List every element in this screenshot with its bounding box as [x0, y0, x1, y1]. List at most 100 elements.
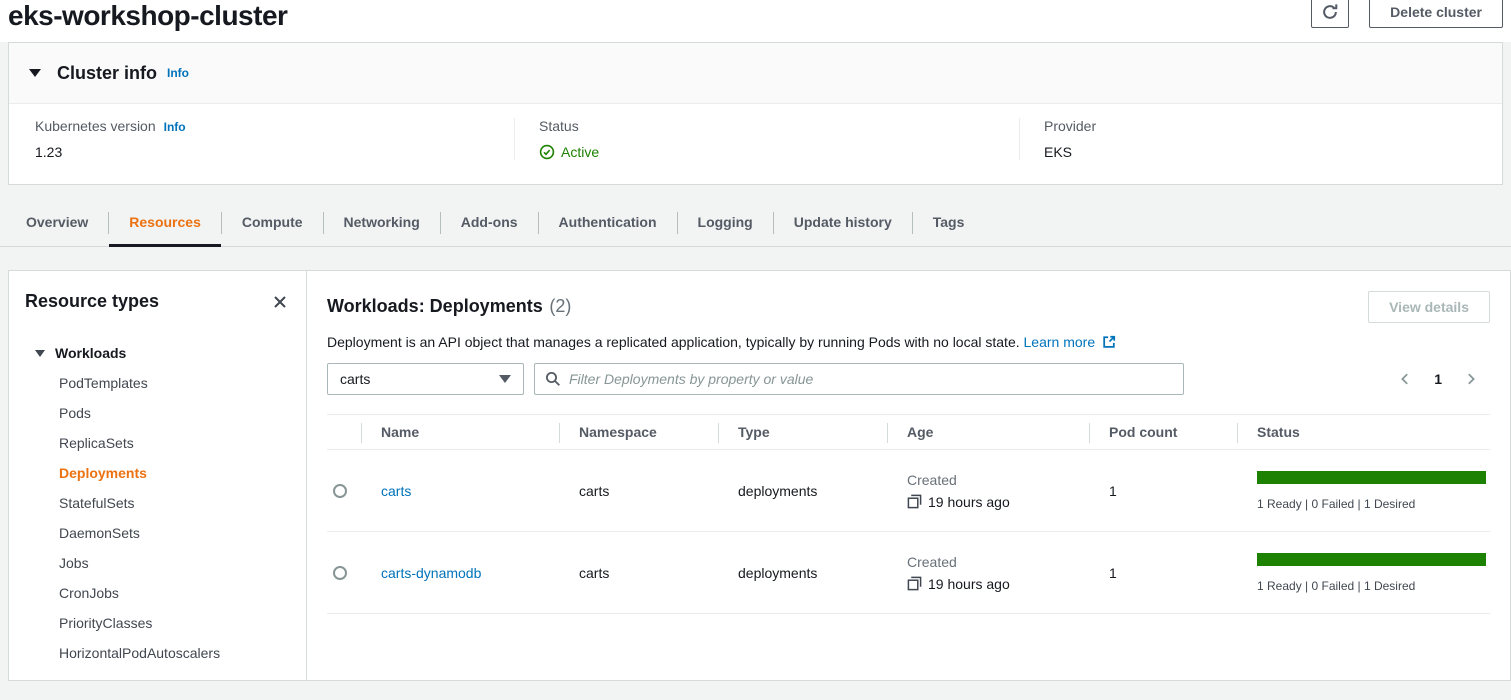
column-header-status: Status	[1237, 415, 1490, 449]
field-status: Status Active	[514, 118, 1019, 160]
resource-type-tree: Workloads PodTemplates Pods ReplicaSets …	[25, 338, 290, 668]
panel-count: (2)	[549, 296, 572, 316]
refresh-icon	[1321, 3, 1339, 21]
cell-namespace: carts	[579, 564, 610, 581]
status-text: 1 Ready | 0 Failed | 1 Desired	[1257, 496, 1416, 511]
table-row: carts carts deployments Created 19 hours…	[327, 450, 1490, 532]
tab-compute[interactable]: Compute	[241, 214, 303, 230]
deployments-panel: Workloads: Deployments (2) View details …	[307, 271, 1510, 680]
age-created-label: Created	[907, 553, 957, 570]
column-header-name: Name	[361, 415, 559, 449]
tab-logging[interactable]: Logging	[697, 214, 753, 230]
cell-namespace: carts	[579, 482, 610, 499]
status-value: Active	[561, 144, 600, 160]
tree-group-workloads[interactable]: Workloads	[25, 338, 290, 368]
column-header-namespace: Namespace	[559, 415, 718, 449]
kubernetes-version-info-link[interactable]: Info	[163, 120, 186, 134]
tab-tags[interactable]: Tags	[932, 214, 965, 230]
search-box	[534, 363, 1184, 395]
tab-networking[interactable]: Networking	[343, 214, 420, 230]
tab-resources[interactable]: Resources	[109, 200, 221, 247]
provider-value: EKS	[1044, 144, 1073, 160]
copy-icon[interactable]	[907, 494, 922, 509]
status-label: Status	[539, 118, 579, 134]
refresh-button[interactable]	[1311, 0, 1350, 28]
filter-toolbar: carts 1	[327, 363, 1490, 395]
tab-overview[interactable]: Overview	[26, 214, 89, 230]
cluster-info-info-link[interactable]: Info	[167, 66, 190, 80]
learn-more-link[interactable]: Learn more	[1024, 334, 1116, 350]
tree-item-statefulsets[interactable]: StatefulSets	[59, 495, 135, 511]
tree-item-priorityclasses[interactable]: PriorityClasses	[59, 615, 153, 631]
tree-group-label: Workloads	[55, 345, 127, 361]
deployment-name-link[interactable]: carts	[381, 482, 412, 499]
tree-item-pods[interactable]: Pods	[59, 405, 91, 421]
status-bar	[1257, 552, 1486, 566]
provider-label: Provider	[1044, 118, 1097, 134]
chevron-down-icon	[499, 375, 511, 383]
tree-item-deployments[interactable]: Deployments	[59, 465, 147, 481]
tree-item-podtemplates[interactable]: PodTemplates	[59, 375, 148, 391]
page-title: eks-workshop-cluster	[8, 0, 288, 31]
row-select-radio[interactable]	[333, 483, 347, 498]
check-circle-icon	[539, 144, 555, 160]
select-all-column	[327, 415, 361, 449]
header-actions: Delete cluster	[1311, 0, 1503, 28]
cluster-info-header: Cluster info Info	[9, 43, 1502, 104]
tab-divider	[911, 212, 913, 234]
copy-icon[interactable]	[907, 576, 922, 591]
resources-content: Resource types Workloads PodTemplates Po…	[8, 270, 1511, 681]
cell-pod-count: 1	[1109, 482, 1117, 499]
namespace-filter-select[interactable]: carts	[327, 363, 524, 395]
close-icon	[272, 294, 288, 310]
view-details-button[interactable]: View details	[1368, 291, 1490, 323]
tab-divider	[108, 212, 110, 234]
field-provider: Provider EKS	[1019, 118, 1502, 160]
chevron-right-icon	[1464, 372, 1478, 386]
cell-pod-count: 1	[1109, 564, 1117, 581]
cell-age: Created 19 hours ago	[887, 554, 1089, 592]
cell-type: deployments	[738, 564, 818, 581]
cluster-info-title: Cluster info	[57, 62, 158, 83]
panel-title: Workloads: Deployments	[327, 296, 543, 316]
kubernetes-version-value: 1.23	[35, 144, 63, 160]
tab-divider	[772, 212, 774, 234]
column-header-type: Type	[718, 415, 887, 449]
current-page-number[interactable]: 1	[1434, 371, 1442, 387]
chevron-left-icon	[1398, 372, 1412, 386]
cell-age: Created 19 hours ago	[887, 472, 1089, 510]
deployment-name-link[interactable]: carts-dynamodb	[381, 564, 482, 581]
column-header-age: Age	[887, 415, 1089, 449]
cell-status: 1 Ready | 0 Failed | 1 Desired	[1237, 552, 1490, 593]
tab-divider	[676, 212, 678, 234]
tree-item-cronjobs[interactable]: CronJobs	[59, 585, 119, 601]
tab-add-ons[interactable]: Add-ons	[460, 214, 518, 230]
previous-page-button[interactable]	[1398, 372, 1412, 386]
pagination: 1	[1398, 371, 1490, 387]
search-input[interactable]	[569, 371, 1173, 387]
column-header-pod-count: Pod count	[1089, 415, 1237, 449]
tree-item-replicasets[interactable]: ReplicaSets	[59, 435, 134, 451]
age-value: 19 hours ago	[928, 493, 1010, 510]
tree-item-horizontalpodautoscalers[interactable]: HorizontalPodAutoscalers	[59, 645, 221, 661]
tree-item-jobs[interactable]: Jobs	[59, 555, 89, 571]
row-select-radio[interactable]	[333, 565, 347, 580]
tab-authentication[interactable]: Authentication	[558, 214, 657, 230]
external-link-icon	[1102, 335, 1116, 349]
tab-divider	[439, 212, 441, 234]
tree-item-daemonsets[interactable]: DaemonSets	[59, 525, 140, 541]
close-sidebar-button[interactable]	[270, 292, 290, 312]
deployments-table: Name Namespace Type Age Pod count Status…	[327, 414, 1490, 614]
next-page-button[interactable]	[1464, 372, 1478, 386]
cluster-info-body: Kubernetes version Info 1.23 Status Acti…	[9, 104, 1502, 184]
status-bar	[1257, 470, 1486, 484]
tab-update-history[interactable]: Update history	[793, 214, 892, 230]
age-created-label: Created	[907, 471, 957, 488]
status-text: 1 Ready | 0 Failed | 1 Desired	[1257, 578, 1416, 593]
table-row: carts-dynamodb carts deployments Created…	[327, 532, 1490, 614]
delete-cluster-button[interactable]: Delete cluster	[1369, 0, 1503, 28]
tab-divider	[537, 212, 539, 234]
collapse-caret-icon[interactable]	[29, 69, 41, 77]
field-kubernetes-version: Kubernetes version Info 1.23	[9, 118, 514, 160]
